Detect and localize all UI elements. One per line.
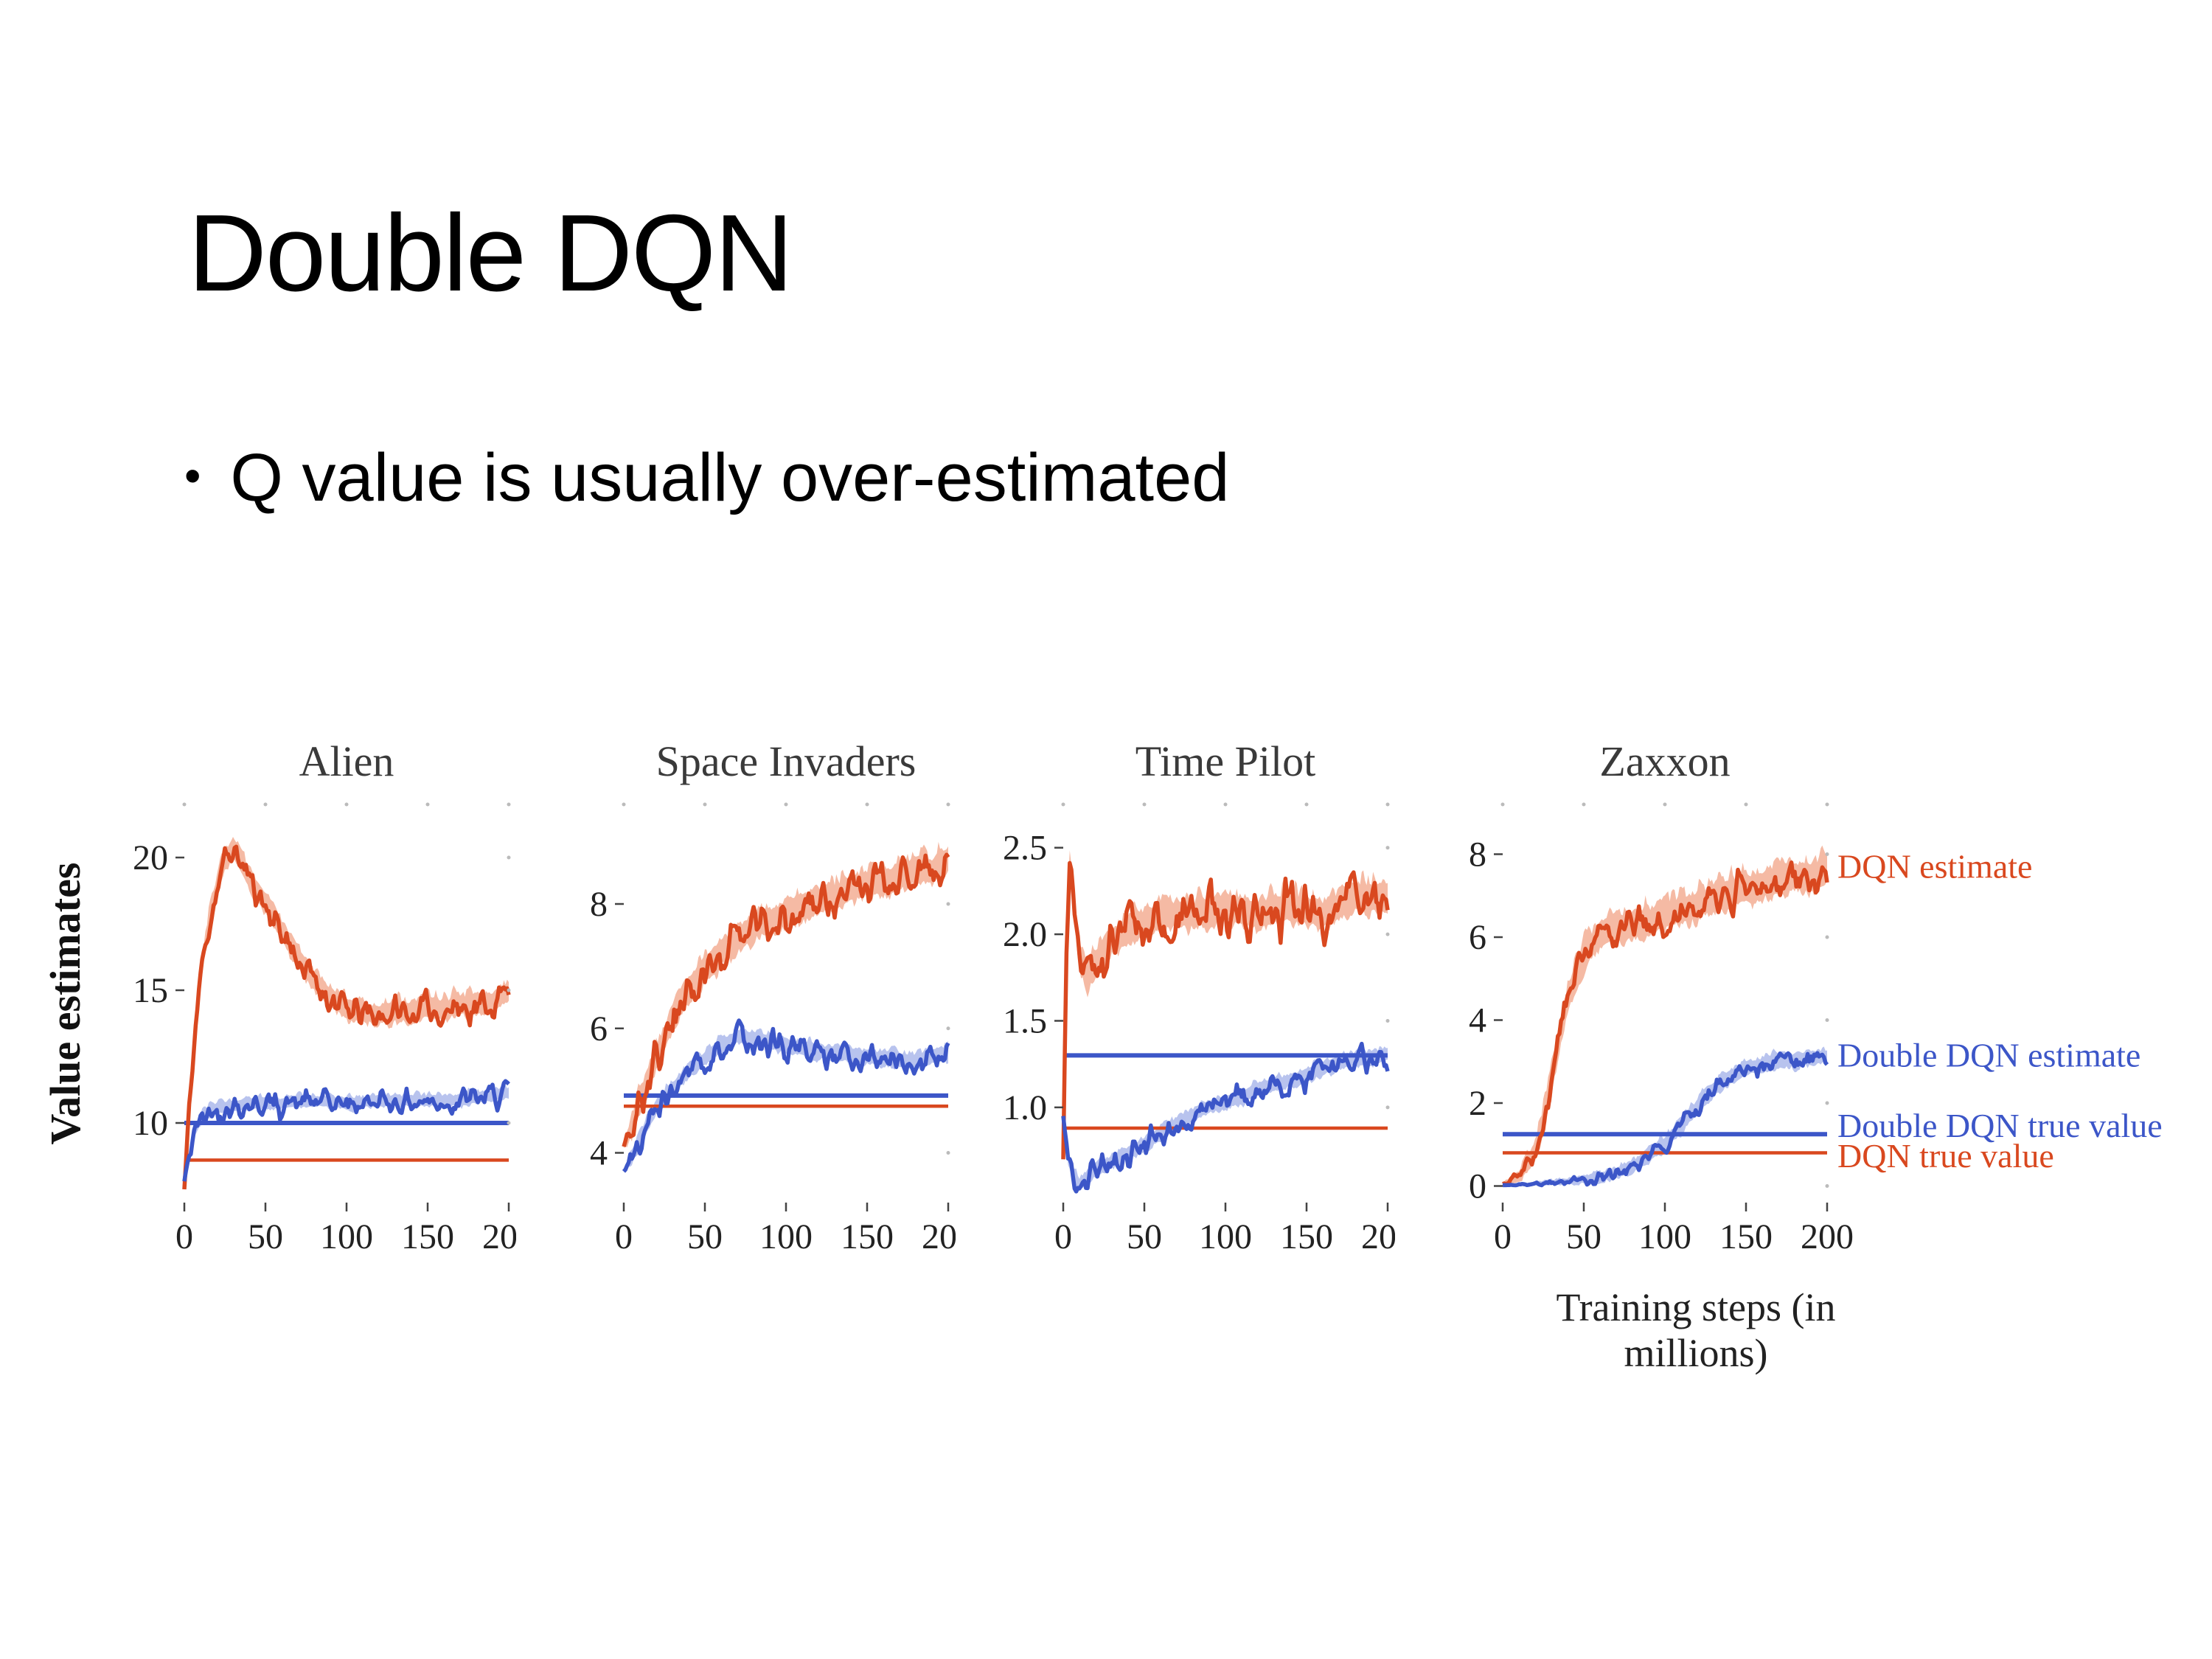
bullet-list: • Q value is usually over-estimated	[184, 439, 1229, 517]
plot-canvas-alien: 0 50 100 150 200 10 15 20	[133, 802, 516, 1256]
svg-text:200: 200	[1801, 1217, 1854, 1256]
bullet-dot-icon: •	[184, 448, 201, 502]
svg-text:10: 10	[133, 1104, 168, 1143]
svg-text:Double DQN true value: Double DQN true value	[1837, 1107, 2163, 1144]
svg-text:1.0: 1.0	[1003, 1088, 1047, 1127]
svg-text:100: 100	[1199, 1217, 1252, 1256]
svg-text:100: 100	[1638, 1217, 1691, 1256]
svg-text:50: 50	[1566, 1217, 1601, 1256]
bullet-text: Q value is usually over-estimated	[230, 440, 1230, 515]
svg-text:150: 150	[841, 1217, 894, 1256]
svg-text:150: 150	[1280, 1217, 1333, 1256]
plot-canvas-space-invaders: 0 50 100 150 200 4 6 8	[590, 802, 956, 1256]
svg-text:4: 4	[1469, 1001, 1486, 1040]
svg-text:50: 50	[1127, 1217, 1162, 1256]
plot-title-time-pilot: Time Pilot	[1135, 737, 1316, 785]
y-axis-label: Value estimates	[41, 862, 89, 1145]
plot-canvas-zaxxon: 0 50 100 150 200 0 2 4 6 8 DQN estimate Double DQN …	[1469, 802, 2163, 1256]
svg-text:0: 0	[1494, 1217, 1512, 1256]
svg-text:6: 6	[590, 1009, 608, 1048]
plot-space-invaders: Space Invaders 0 50 100 150 200 4 6 8	[543, 737, 956, 1273]
plot-title-alien: Alien	[299, 737, 394, 785]
plot-canvas-time-pilot: 0 50 100 150 200 1.0 1.5 2.0 2.5	[1003, 802, 1395, 1256]
svg-text:0: 0	[1054, 1217, 1072, 1256]
svg-text:0: 0	[615, 1217, 633, 1256]
plots-row: Alien 050100150200101520 Space Invaders …	[103, 737, 2212, 1273]
value-estimates-figure: Value estimates Alien 050100150200101520…	[37, 737, 2212, 1416]
plot-title-zaxxon: Zaxxon	[1599, 737, 1731, 785]
svg-text:50: 50	[248, 1217, 283, 1256]
svg-text:100: 100	[759, 1217, 813, 1256]
svg-text:150: 150	[401, 1217, 454, 1256]
svg-text:50: 50	[687, 1217, 723, 1256]
plot-zaxxon: Zaxxon 0 50 100 150 200 0 2 4 6 8 DQN estimate Doub…	[1422, 737, 2203, 1273]
svg-text:20: 20	[133, 838, 168, 877]
svg-text:0: 0	[1469, 1167, 1486, 1206]
plot-alien: Alien 0 50 100 150 200 10 15 20	[103, 737, 516, 1273]
svg-text:6: 6	[1469, 918, 1486, 957]
svg-text:8: 8	[1469, 835, 1486, 874]
bullet-point: • Q value is usually over-estimated	[184, 439, 1229, 517]
slide-title: Double DQN	[188, 192, 793, 315]
svg-text:DQN true value: DQN true value	[1837, 1137, 2054, 1175]
svg-text:200: 200	[922, 1217, 956, 1256]
svg-text:Double DQN estimate: Double DQN estimate	[1837, 1036, 2140, 1074]
svg-text:200: 200	[482, 1217, 516, 1256]
svg-text:200: 200	[1361, 1217, 1395, 1256]
svg-text:2: 2	[1469, 1084, 1486, 1123]
svg-text:150: 150	[1719, 1217, 1773, 1256]
svg-text:2.5: 2.5	[1003, 829, 1047, 868]
plot-title-space-invaders: Space Invaders	[655, 737, 917, 785]
plot-time-pilot: Time Pilot 0 50 100 150 200 1.0 1.5 2.0 2.5	[982, 737, 1395, 1273]
svg-text:4: 4	[590, 1134, 608, 1173]
svg-text:100: 100	[320, 1217, 373, 1256]
svg-text:2.0: 2.0	[1003, 915, 1047, 954]
svg-text:15: 15	[133, 971, 168, 1010]
svg-text:8: 8	[590, 885, 608, 924]
x-axis-label: Training steps (in millions)	[1556, 1285, 1836, 1375]
svg-text:1.5: 1.5	[1003, 1001, 1047, 1040]
svg-text:0: 0	[175, 1217, 193, 1256]
svg-text:DQN estimate: DQN estimate	[1837, 847, 2032, 885]
